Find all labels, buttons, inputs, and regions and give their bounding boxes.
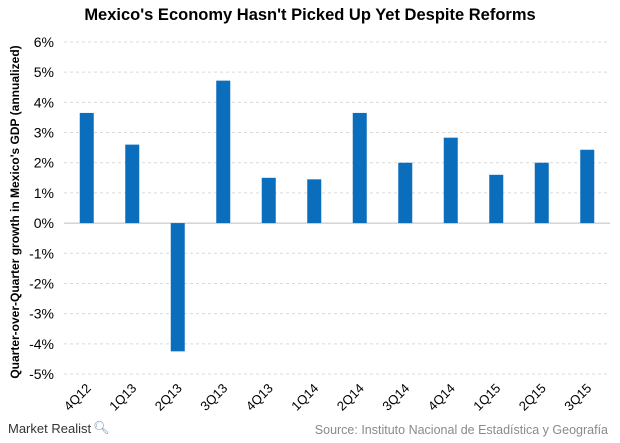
brand-logo: Market Realist 🔍︎: [8, 420, 110, 436]
bar-1Q14: [307, 179, 322, 224]
chart-title: Mexico's Economy Hasn't Picked Up Yet De…: [84, 6, 536, 24]
y-tick-label: 4%: [34, 94, 54, 110]
x-tick-label: 2Q14: [334, 381, 367, 414]
bar-3Q13: [216, 80, 231, 224]
bar-4Q12: [79, 112, 94, 224]
y-tick-label: 3%: [34, 125, 54, 141]
y-tick-label: 1%: [34, 185, 54, 201]
bar-1Q15: [489, 174, 504, 224]
x-tick-label: 3Q15: [561, 381, 594, 414]
y-tick-label: 2%: [34, 155, 54, 171]
bar-4Q14: [443, 137, 458, 224]
source-note: Source: Instituto Nacional de Estadístic…: [314, 423, 608, 437]
y-tick-label: -1%: [29, 245, 54, 261]
bar-2Q15: [534, 162, 549, 224]
x-tick-label: 1Q13: [106, 381, 139, 414]
y-tick-label: -2%: [29, 275, 54, 291]
y-tick-label: -5%: [29, 366, 54, 382]
bar-4Q13: [261, 177, 276, 224]
y-tick-label: 5%: [34, 64, 54, 80]
x-tick-label: 3Q13: [197, 381, 230, 414]
brand-name: Market Realist: [8, 420, 92, 436]
x-tick-label: 2Q13: [152, 381, 185, 414]
y-tick-label: 6%: [34, 34, 54, 50]
bar-2Q14: [352, 112, 367, 224]
x-tick-label: 2Q15: [516, 381, 549, 414]
bar-2Q13: [170, 223, 185, 352]
bar-3Q14: [398, 162, 413, 224]
x-tick-label: 4Q14: [425, 381, 458, 414]
magnifier-icon: 🔍︎: [93, 420, 110, 435]
x-tick-label: 3Q14: [379, 381, 412, 414]
x-tick-label: 1Q15: [470, 381, 503, 414]
x-tick-label: 1Q14: [288, 381, 321, 414]
bar-3Q15: [580, 149, 595, 224]
x-tick-label: 4Q13: [243, 381, 276, 414]
y-axis-label: Quarter-over-Quarter growth in Mexico's …: [8, 45, 22, 379]
bar-1Q13: [125, 144, 140, 224]
y-tick-label: -4%: [29, 336, 54, 352]
y-tick-label: 0%: [34, 215, 54, 231]
y-tick-label: -3%: [29, 306, 54, 322]
x-tick-label: 4Q12: [61, 381, 94, 414]
